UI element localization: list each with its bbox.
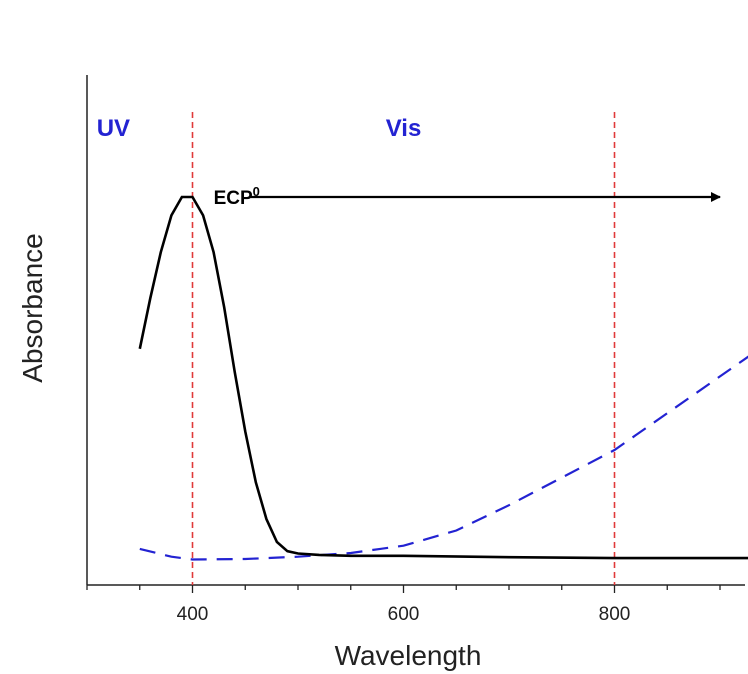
region-labels: UVVisNIR [97, 115, 422, 142]
series-ecp0-line [138, 195, 748, 560]
region-label-uv: UV [97, 115, 130, 142]
x-tick-label-800: 800 [599, 604, 631, 625]
x-axis-title: Wavelength [335, 640, 482, 671]
region-dividers [191, 112, 616, 585]
x-tick-label-400: 400 [177, 604, 209, 625]
series-ecp-plus-line [139, 355, 748, 561]
x-ticks [86, 585, 721, 593]
axes [86, 75, 745, 586]
x-tick-labels: 400 600 800 [177, 604, 631, 625]
x-tick-label-600: 600 [388, 604, 420, 625]
annotation-ecp0-sup: 0 [253, 184, 260, 199]
annotation-ecp0-base: ECP [214, 188, 253, 209]
y-axis-title: Absorbance [17, 233, 48, 382]
region-label-vis: Vis [386, 115, 422, 142]
annotation-ecp0: ECP0 [214, 184, 260, 209]
